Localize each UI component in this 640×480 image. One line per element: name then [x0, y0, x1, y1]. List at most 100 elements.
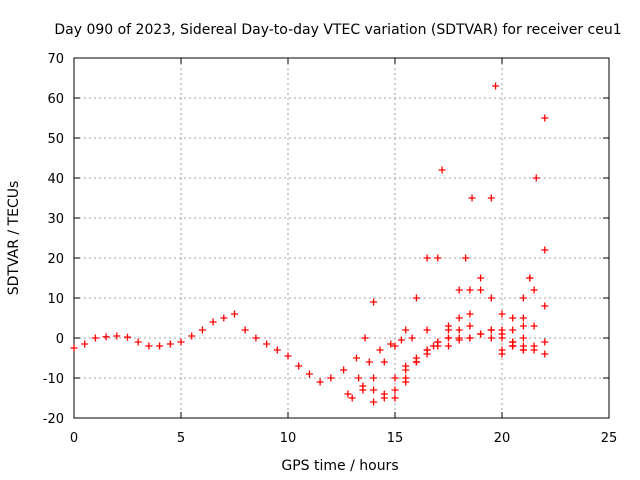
data-point: [541, 302, 549, 310]
data-point: [380, 358, 388, 366]
x-tick-label: 15: [387, 431, 404, 446]
data-point: [412, 354, 420, 362]
data-point: [487, 326, 495, 334]
data-point: [541, 338, 549, 346]
series-track-01-daytime: [70, 310, 335, 386]
plot-frame: [73, 57, 610, 419]
data-point: [445, 334, 452, 342]
data-point: [352, 354, 360, 362]
data-point: [455, 314, 463, 322]
data-point: [327, 374, 335, 382]
data-point: [541, 114, 549, 122]
data-point: [445, 342, 452, 350]
data-point: [526, 274, 534, 282]
data-point: [273, 346, 281, 354]
data-point: [498, 326, 506, 334]
x-tick-label: 0: [70, 431, 78, 446]
series-track-07: [391, 82, 500, 382]
data-point: [397, 336, 405, 344]
data-point: [220, 314, 228, 322]
data-point: [423, 346, 431, 354]
data-point: [177, 338, 185, 346]
data-point: [455, 286, 463, 294]
data-point: [198, 326, 206, 334]
data-point: [70, 344, 78, 352]
data-point: [477, 330, 485, 338]
data-point: [455, 326, 463, 334]
data-point: [487, 194, 495, 202]
data-point: [124, 333, 131, 341]
series-track-12: [498, 114, 549, 354]
data-point: [477, 274, 485, 282]
data-point: [492, 82, 500, 90]
data-point: [402, 374, 410, 382]
data-point: [438, 166, 446, 174]
data-point: [370, 374, 378, 382]
data-point: [541, 350, 549, 358]
data-point: [455, 334, 463, 342]
data-point: [359, 382, 367, 390]
series-track-14: [487, 274, 534, 342]
series-track-06: [370, 286, 474, 406]
data-point: [532, 174, 540, 182]
y-tick-label: 70: [47, 52, 64, 67]
data-point: [519, 334, 527, 342]
data-point: [530, 286, 538, 294]
data-point: [241, 326, 249, 334]
data-point: [370, 386, 378, 394]
data-point: [408, 334, 416, 342]
y-tick-label: 0: [56, 332, 64, 347]
data-point: [295, 362, 303, 370]
data-point: [305, 370, 313, 378]
y-tick-label: 60: [47, 92, 64, 107]
data-point: [156, 342, 164, 350]
chart-title: Day 090 of 2023, Sidereal Day-to-day VTE…: [54, 22, 621, 38]
data-point: [391, 386, 399, 394]
data-point: [498, 310, 506, 318]
data-point: [466, 322, 474, 330]
data-point: [361, 334, 369, 342]
data-point: [402, 326, 410, 334]
y-tick-label: 10: [47, 292, 64, 307]
y-tick-label: 30: [47, 212, 64, 227]
data-point: [423, 254, 431, 262]
y-tick-label: -20: [43, 412, 64, 427]
x-tick-label: 20: [494, 431, 511, 446]
data-point: [316, 378, 324, 386]
y-tick-label: 20: [47, 252, 64, 267]
y-axis-title: SDTVAR / TECUs: [6, 181, 22, 296]
y-tick-label: -10: [43, 372, 64, 387]
data-point: [391, 342, 399, 350]
data-point: [434, 254, 442, 262]
axis-ticks: 0 5 10 15 20 25 -20 -10 0 10 20 30 40 50 60 70: [43, 52, 618, 446]
y-tick-label: 40: [47, 172, 64, 187]
data-point: [402, 362, 410, 370]
data-point: [509, 326, 517, 334]
data-point: [519, 346, 527, 354]
data-point: [209, 318, 217, 326]
data-point: [380, 394, 388, 402]
data-point: [541, 246, 549, 254]
data-point: [430, 342, 438, 350]
data-point: [387, 340, 395, 348]
series-track-03: [340, 298, 378, 374]
data-point: [376, 346, 384, 354]
grid-lines: [74, 58, 609, 418]
data-point: [509, 314, 517, 322]
data-point: [445, 322, 452, 330]
data-point: [466, 286, 474, 294]
data-point: [530, 342, 538, 350]
data-point: [509, 342, 517, 350]
data-point: [348, 394, 356, 402]
data-point: [468, 194, 476, 202]
data-point: [466, 310, 474, 318]
data-point: [355, 374, 363, 382]
series-track-02: [344, 334, 416, 398]
data-point: [231, 310, 238, 318]
data-point: [391, 374, 399, 382]
data-points: [70, 82, 549, 406]
data-point: [519, 314, 527, 322]
data-point: [412, 294, 420, 302]
data-point: [91, 334, 99, 342]
